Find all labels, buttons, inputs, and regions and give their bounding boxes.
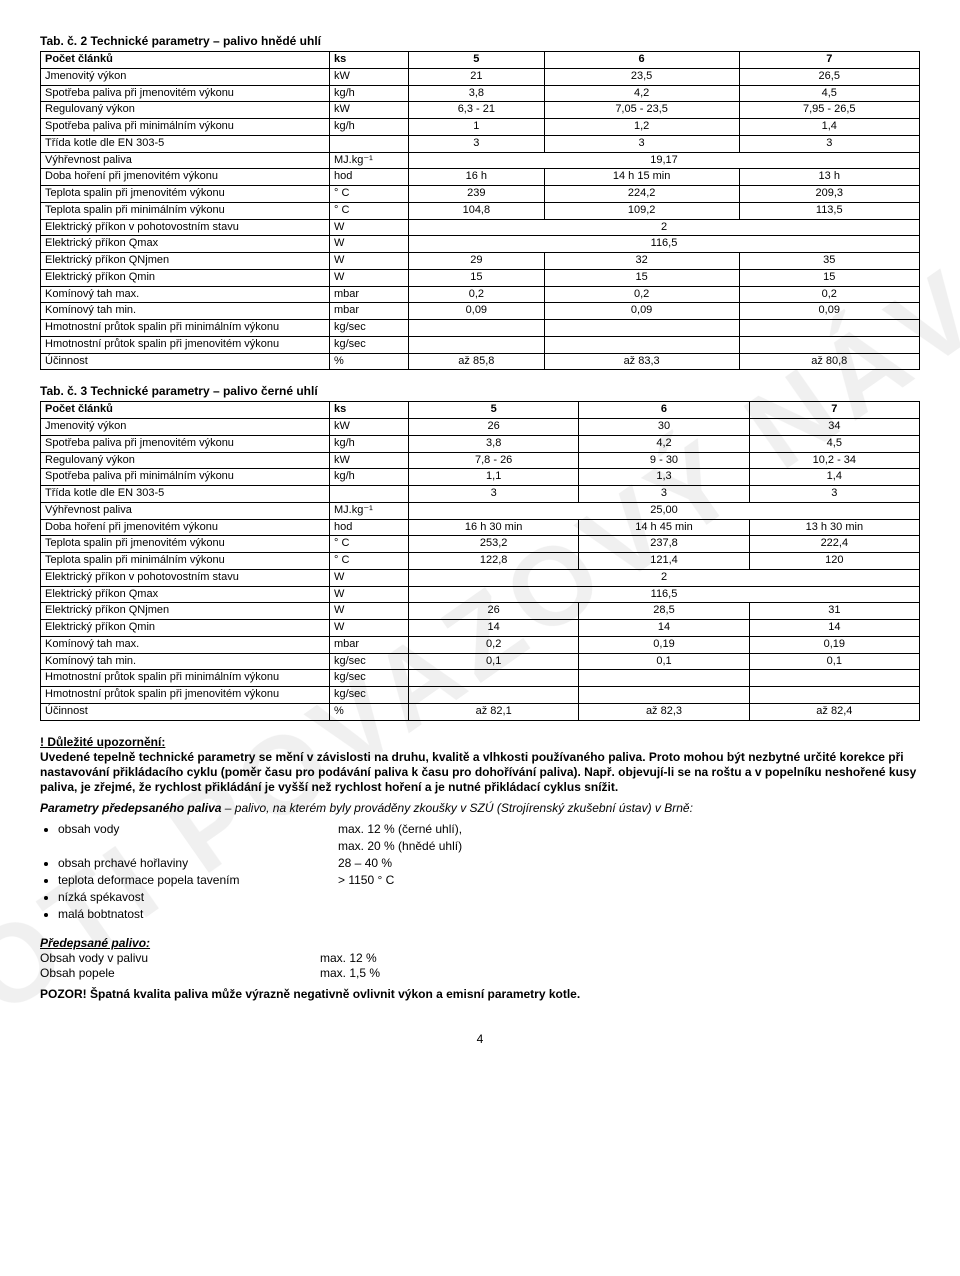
table-row: Počet článkůks567 [41,402,920,419]
table-row: Regulovaný výkonkW7,8 - 269 - 3010,2 - 3… [41,452,920,469]
table-row: Výhřevnost palivaMJ.kg⁻¹25,00 [41,502,920,519]
table-row: Účinnost%až 85,8až 83,3až 80,8 [41,353,920,370]
warning-body: Uvedené tepelně technické parametry se m… [40,750,916,794]
table-row: Elektrický příkon QmaxW116,5 [41,236,920,253]
table-row: Regulovaný výkonkW6,3 - 217,05 - 23,57,9… [41,102,920,119]
params-tail: – palivo, na kterém byly prováděny zkouš… [221,801,693,815]
warning-head: ! Důležité upozornění: [40,735,165,749]
table-row: Komínový tah max.mbar0,20,20,2 [41,286,920,303]
list-item: malá bobtnatost [58,907,920,922]
table-row: Komínový tah min.kg/sec0,10,10,1 [41,653,920,670]
table-row: Teplota spalin při jmenovitém výkonu° C2… [41,186,920,203]
list-item: Obsah vody v palivumax. 12 % [40,951,920,966]
predepsane-head: Předepsané palivo: [40,936,920,951]
table-row: Spotřeba paliva při minimálním výkonukg/… [41,119,920,136]
list-item: obsah prchavé hořlaviny28 – 40 % [58,856,920,871]
table-row: Jmenovitý výkonkW263034 [41,419,920,436]
table-row: Hmotnostní průtok spalin při minimálním … [41,320,920,337]
table-row: Spotřeba paliva při jmenovitém výkonukg/… [41,85,920,102]
list-item: nízká spékavost [58,890,920,905]
table-row: Teplota spalin při jmenovitém výkonu° C2… [41,536,920,553]
table-row: Účinnost%až 82,1až 82,3až 82,4 [41,703,920,720]
table3: Počet článkůks567Jmenovitý výkonkW263034… [40,401,920,720]
predepsane-list: Obsah vody v palivumax. 12 %Obsah popele… [40,951,920,981]
pozor-text: POZOR! Špatná kvalita paliva může výrazn… [40,987,580,1001]
table-row: Komínový tah min.mbar0,090,090,09 [41,303,920,320]
table2: Počet článkůks567Jmenovitý výkonkW2123,5… [40,51,920,370]
pozor-line: POZOR! Špatná kvalita paliva může výrazn… [40,987,920,1002]
table-row: Komínový tah max.mbar0,20,190,19 [41,636,920,653]
table-row: Doba hoření při jmenovitém výkonuhod16 h… [41,519,920,536]
params-intro: Parametry předepsaného paliva – palivo, … [40,801,920,816]
table-row: Hmotnostní průtok spalin při minimálním … [41,670,920,687]
list-item: Obsah popelemax. 1,5 % [40,966,920,981]
table-row: Hmotnostní průtok spalin při jmenovitém … [41,336,920,353]
table-row: Elektrický příkon QmaxW116,5 [41,586,920,603]
list-item: max. 20 % (hnědé uhlí) [58,839,920,854]
table-row: Elektrický příkon QNjmenW293235 [41,253,920,270]
table3-title: Tab. č. 3 Technické parametry – palivo č… [40,384,920,399]
table-row: Počet článkůks567 [41,52,920,69]
table-row: Teplota spalin při minimálním výkonu° C1… [41,202,920,219]
table-row: Hmotnostní průtok spalin při jmenovitém … [41,687,920,704]
table-row: Spotřeba paliva při jmenovitém výkonukg/… [41,435,920,452]
table-row: Spotřeba paliva při minimálním výkonukg/… [41,469,920,486]
table-row: Elektrický příkon QminW141414 [41,620,920,637]
params-head: Parametry předepsaného paliva [40,801,221,815]
table-row: Elektrický příkon QNjmenW2628,531 [41,603,920,620]
table2-title: Tab. č. 2 Technické parametry – palivo h… [40,34,920,49]
table-row: Třída kotle dle EN 303-5333 [41,135,920,152]
warning-block: ! Důležité upozornění: Uvedené tepelně t… [40,735,920,795]
table-row: Jmenovitý výkonkW2123,526,5 [41,68,920,85]
table-row: Teplota spalin při minimálním výkonu° C1… [41,553,920,570]
table-row: Třída kotle dle EN 303-5333 [41,486,920,503]
table-row: Elektrický příkon QminW151515 [41,269,920,286]
list-item: teplota deformace popela tavením> 1150 °… [58,873,920,888]
table-row: Doba hoření při jmenovitém výkonuhod16 h… [41,169,920,186]
page-number: 4 [40,1032,920,1047]
list-item: obsah vodymax. 12 % (černé uhlí), [58,822,920,837]
fuel-properties-list: obsah vodymax. 12 % (černé uhlí), max. 20… [58,822,920,922]
table-row: Výhřevnost palivaMJ.kg⁻¹19,17 [41,152,920,169]
table-row: Elektrický příkon v pohotovostním stavuW… [41,569,920,586]
table-row: Elektrický příkon v pohotovostním stavuW… [41,219,920,236]
